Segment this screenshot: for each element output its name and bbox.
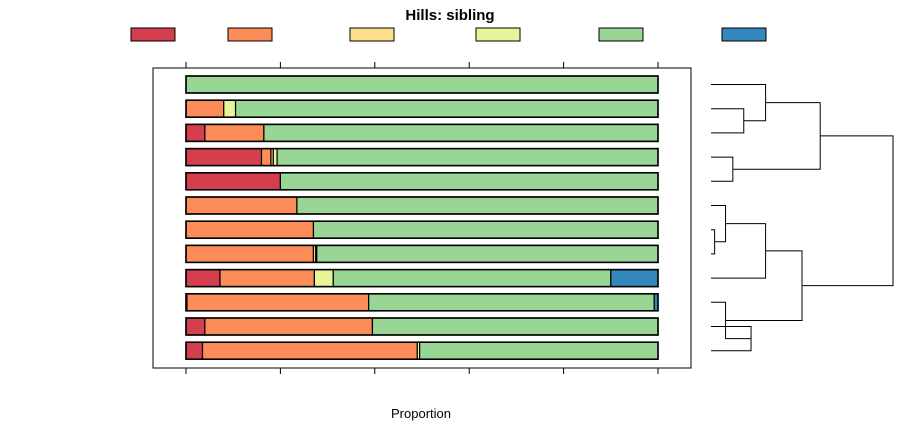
bar-segment-bardley-side-slope	[234, 99, 659, 118]
legend-swatch-head-slope	[349, 27, 395, 42]
bar-segment-gasconade-side-slope	[316, 244, 659, 263]
bar-segment-clinkenbeard-interfluve	[185, 172, 282, 191]
bar-segment-alred-crest	[204, 317, 374, 336]
dendrogram	[711, 84, 894, 352]
bar-segment-clarksville-crest	[219, 269, 315, 288]
bar-segment-clarksville-side-slope	[332, 269, 612, 288]
bar-segment-bardley-nose-slope	[223, 99, 237, 118]
bar-segment-rueter-interfluve	[185, 123, 206, 143]
dendrogram-link-6	[711, 205, 727, 243]
bar-outline-gepp	[185, 341, 659, 361]
bar-segment-goss-crest	[186, 293, 370, 312]
dendrogram-link-5	[711, 229, 716, 255]
legend-swatch-base-slope	[721, 27, 767, 42]
legend-swatch-interfluve	[130, 27, 176, 42]
legend-swatch-side-slope	[598, 27, 644, 42]
bar-segment-clarksville-base-slope	[610, 269, 659, 288]
bar-outline-moko	[185, 147, 659, 167]
bar-segment-gepp-interfluve	[185, 341, 204, 360]
bar-outline-clinkenbeard	[185, 172, 659, 191]
x-axis-title: Proportion	[391, 406, 451, 421]
bar-segment-moko-side-slope	[276, 148, 659, 167]
bar-segment-knobby-crest	[185, 196, 298, 215]
bar-outline-ocie	[185, 220, 659, 239]
bar-outline-gasconade	[185, 244, 659, 264]
bar-segment-rueter-crest	[204, 123, 265, 143]
legend-swatch-crest	[227, 27, 273, 42]
bar-segment-clarksville-nose-slope	[313, 269, 334, 288]
bar-segment-goss-side-slope	[368, 293, 655, 312]
dendrogram-link-7	[711, 223, 767, 279]
dendrogram-link-10	[725, 250, 803, 321]
legend	[130, 27, 767, 42]
bar-segment-rueter-side-slope	[263, 123, 659, 143]
bar-outline-bardley	[185, 99, 659, 118]
dendrogram-link-11	[802, 135, 894, 287]
bar-segment-gepp-crest	[201, 341, 418, 360]
bar-segment-clinkenbeard-side-slope	[279, 172, 659, 191]
bar-segment-knobby-side-slope	[296, 196, 659, 215]
plot-area	[152, 62, 692, 374]
dendrogram-link-4	[732, 102, 821, 170]
bar-outline-goss	[185, 292, 659, 312]
chart-title: Hills: sibling	[405, 7, 494, 24]
bar-segment-niangua-side-slope	[185, 75, 659, 94]
plot-frame	[152, 67, 692, 369]
bar-segment-moko-interfluve	[185, 148, 263, 167]
bar-segment-gepp-side-slope	[419, 341, 659, 360]
bar-segment-gasconade-crest	[185, 244, 315, 263]
legend-swatch-nose-slope	[475, 27, 521, 42]
bar-outline-knobby	[185, 196, 659, 215]
bar-segment-alred-side-slope	[371, 317, 659, 336]
bar-outline-clarksville	[185, 268, 659, 288]
bar-outline-rueter	[185, 123, 659, 143]
bar-segment-ocie-side-slope	[312, 220, 659, 239]
dendrogram-link-1	[711, 108, 745, 134]
bar-outline-niangua	[185, 75, 659, 94]
bar-segment-clarksville-interfluve	[185, 269, 221, 288]
bar-outline-alred	[185, 317, 659, 336]
bar-segment-bardley-crest	[185, 99, 225, 118]
bar-segment-alred-interfluve	[185, 317, 206, 336]
dendrogram-link-3	[711, 156, 734, 182]
bar-segment-ocie-crest	[185, 220, 315, 239]
dendrogram-link-2	[711, 84, 767, 122]
bar-segment-moko-crest	[260, 148, 272, 167]
